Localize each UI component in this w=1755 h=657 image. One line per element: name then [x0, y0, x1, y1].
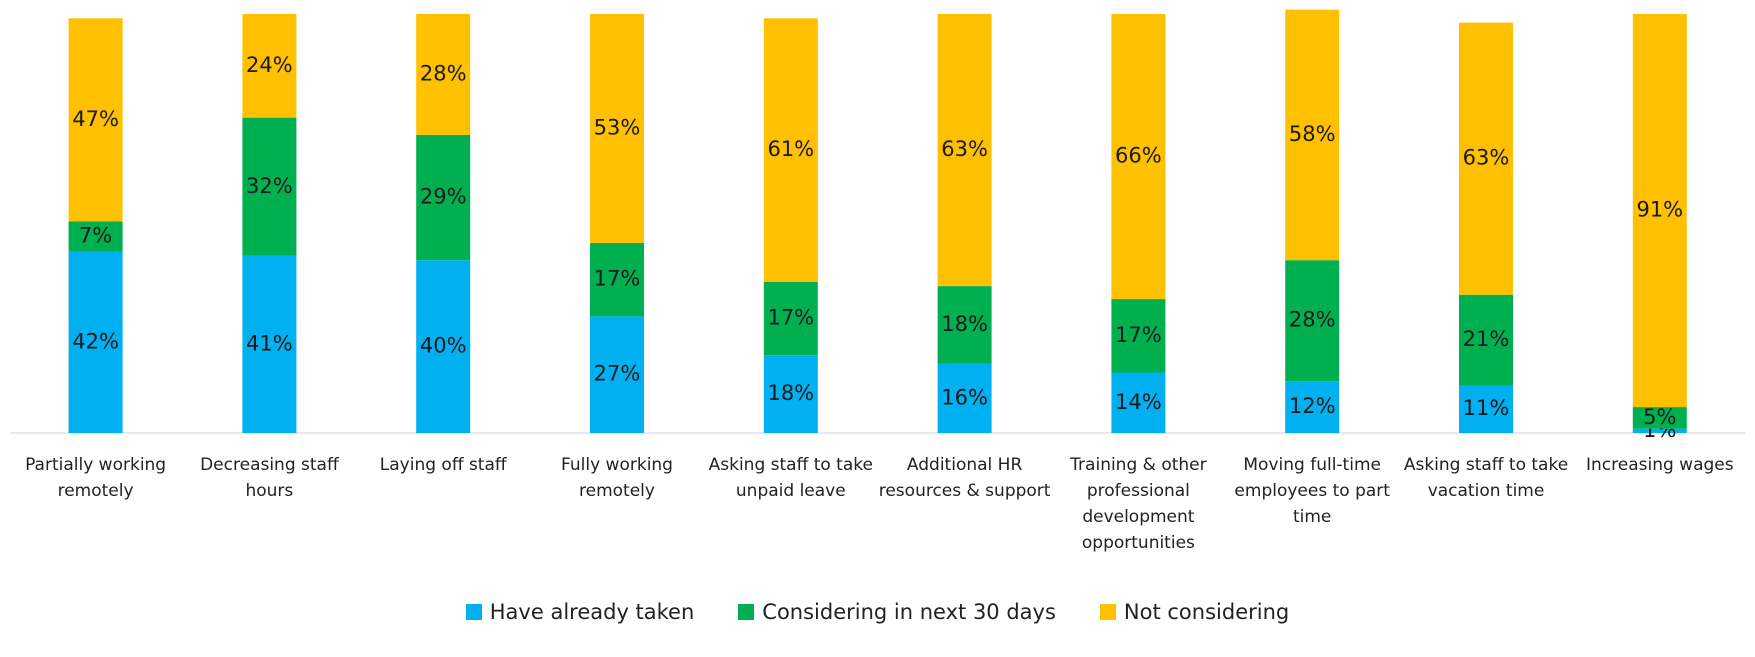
data-label: 16% — [941, 385, 988, 409]
bar-segment — [590, 316, 644, 433]
data-label: 29% — [420, 185, 467, 209]
bar-segment — [1285, 9, 1340, 261]
x-tick-label: Increasing wages — [1585, 455, 1734, 475]
legend-label: Not considering — [1123, 600, 1290, 624]
bar-segment — [242, 13, 297, 118]
bar-segment — [763, 281, 818, 356]
data-label: 24% — [246, 53, 293, 77]
legend: Have already taken Considering in next 30… — [0, 600, 1755, 624]
bar-segment — [1111, 299, 1166, 373]
legend-swatch — [1099, 604, 1116, 620]
bar-segment — [1111, 13, 1166, 300]
x-tick-label: Fully working remotely — [561, 455, 673, 501]
x-tick-label: Partially working remotely — [25, 455, 167, 501]
legend-item: Not considering — [1099, 600, 1290, 624]
bar-segment — [1459, 22, 1513, 295]
bar-segment — [937, 363, 992, 433]
bar-segment — [416, 134, 471, 261]
legend-swatch — [738, 604, 755, 620]
bar-segment — [763, 355, 818, 433]
data-label: 17% — [767, 306, 814, 330]
data-label: 42% — [72, 329, 119, 353]
data-label: 12% — [1289, 394, 1336, 418]
data-label: 17% — [594, 267, 641, 291]
x-tick-label: Decreasing staff hours — [200, 455, 339, 501]
x-tick-label: Additional HR resources & support — [878, 455, 1051, 501]
legend-label: Have already taken — [489, 600, 695, 624]
data-label: 61% — [767, 137, 814, 161]
bar-segment — [416, 13, 471, 135]
data-label: 11% — [1463, 396, 1510, 420]
bar-segment — [1459, 294, 1513, 386]
data-label: 14% — [1115, 390, 1162, 414]
bar-segment — [1285, 381, 1340, 433]
data-label: 28% — [420, 61, 467, 85]
legend-swatch — [465, 604, 482, 620]
data-label: 41% — [246, 331, 293, 355]
data-label: 7% — [79, 223, 112, 247]
bar-segment — [68, 18, 123, 222]
bar-segment — [1285, 260, 1340, 382]
data-label: 18% — [941, 312, 988, 336]
bar-segment — [1111, 372, 1166, 433]
bar-segment — [242, 117, 297, 256]
data-label: 40% — [420, 334, 467, 358]
data-label: 63% — [1463, 146, 1510, 170]
bar-segment — [68, 221, 123, 252]
bar-segment — [1459, 385, 1513, 433]
bar-segment — [937, 13, 992, 287]
bar-segment — [68, 251, 123, 433]
bar-segment — [590, 13, 644, 243]
bar-segment — [763, 18, 818, 282]
data-label: 21% — [1463, 327, 1510, 351]
data-label: 18% — [767, 381, 814, 405]
legend-label: Considering in next 30 days — [762, 600, 1056, 624]
x-tick-label: Moving full-time employees to part time — [1234, 455, 1390, 527]
data-label: 32% — [246, 174, 293, 198]
bar-segment — [1632, 428, 1687, 433]
data-label: 28% — [1289, 308, 1336, 332]
x-tick-label: Laying off staff — [379, 455, 507, 475]
bar-segment — [1632, 13, 1687, 408]
data-label: 58% — [1289, 122, 1336, 146]
data-label: 91% — [1636, 198, 1683, 222]
data-label: 17% — [1115, 323, 1162, 347]
data-label: 47% — [72, 107, 119, 131]
data-label: 5% — [1643, 405, 1676, 429]
x-tick-label: Asking staff to take vacation time — [1403, 455, 1569, 501]
data-label: 66% — [1115, 144, 1162, 168]
data-label: 53% — [594, 115, 641, 139]
bar-segment — [1632, 407, 1687, 429]
bar-segment — [937, 286, 992, 364]
legend-item: Considering in next 30 days — [738, 600, 1056, 624]
bar-segment — [416, 260, 471, 433]
bar-segment — [242, 255, 297, 433]
legend-item: Have already taken — [465, 600, 695, 624]
data-label: 63% — [941, 137, 988, 161]
x-tick-label: Training & other professional developmen… — [1070, 455, 1207, 553]
data-label: 27% — [594, 362, 641, 386]
bar-segment — [590, 242, 644, 317]
x-tick-label: Asking staff to take unpaid leave — [708, 455, 873, 501]
